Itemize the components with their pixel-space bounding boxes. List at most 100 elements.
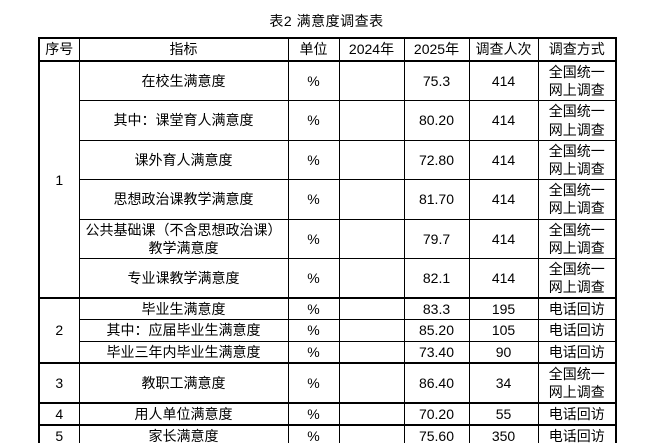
count-cell: 90 bbox=[468, 340, 539, 364]
count-cell: 414 bbox=[468, 139, 539, 181]
method-cell: 电话回访 bbox=[537, 297, 617, 321]
seq-cell: 1 bbox=[38, 60, 80, 299]
value-2025-cell: 70.20 bbox=[403, 402, 470, 426]
value-2025-cell: 79.7 bbox=[403, 218, 470, 259]
unit-cell: % bbox=[287, 424, 340, 443]
table-row: 其中：课堂育人满意度% 80.20 414 全国统一 网上调查 bbox=[39, 100, 617, 141]
value-2024-cell bbox=[338, 297, 405, 321]
value-2024-cell bbox=[338, 424, 405, 443]
value-2024-cell bbox=[338, 402, 405, 426]
unit-cell: % bbox=[287, 139, 340, 181]
value-2024-cell bbox=[338, 100, 405, 141]
value-2024-cell bbox=[338, 218, 405, 259]
table-row: 公共基础课（不含思想政治课） 教学满意度% 79.7 414 全国统一 网上调查 bbox=[39, 218, 617, 259]
value-2025-cell: 75.60 bbox=[403, 424, 470, 443]
method-cell: 电话回访 bbox=[537, 319, 617, 342]
unit-cell: % bbox=[287, 340, 340, 364]
col-header-2025: 2025年 bbox=[403, 37, 470, 62]
table-row: 3 教职工满意度% 86.40 34 全国统一 网上调查 bbox=[38, 362, 617, 404]
indicator-cell: 思想政治课教学满意度 bbox=[78, 179, 289, 220]
table-row: 5 家长满意度% 75.60 350 电话回访 bbox=[38, 424, 617, 443]
table-row: 课外育人满意度% 72.80 414 全国统一 网上调查 bbox=[39, 139, 617, 181]
value-2025-cell: 82.1 bbox=[403, 257, 470, 299]
col-header-unit: 单位 bbox=[287, 37, 340, 62]
unit-cell: % bbox=[287, 319, 340, 342]
table-row: 思想政治课教学满意度% 81.70 414 全国统一 网上调查 bbox=[39, 179, 617, 220]
table-row: 4 用人单位满意度% 70.20 55 电话回访 bbox=[38, 402, 617, 426]
value-2025-cell: 80.20 bbox=[403, 100, 470, 141]
unit-cell: % bbox=[287, 100, 340, 141]
value-2025-cell: 83.3 bbox=[403, 297, 470, 321]
indicator-cell: 毕业三年内毕业生满意度 bbox=[78, 340, 289, 364]
seq-cell: 5 bbox=[38, 424, 80, 443]
value-2025-cell: 73.40 bbox=[403, 340, 470, 364]
unit-cell: % bbox=[287, 179, 340, 220]
unit-cell: % bbox=[287, 257, 340, 299]
value-2025-cell: 72.80 bbox=[403, 139, 470, 181]
method-cell: 全国统一 网上调查 bbox=[537, 362, 617, 404]
method-cell: 电话回访 bbox=[537, 340, 617, 364]
seq-cell: 4 bbox=[38, 402, 80, 426]
value-2024-cell bbox=[338, 179, 405, 220]
unit-cell: % bbox=[287, 297, 340, 321]
table-row: 其中：应届毕业生满意度% 85.20 105 电话回访 bbox=[39, 319, 617, 342]
indicator-cell: 课外育人满意度 bbox=[78, 139, 289, 181]
count-cell: 414 bbox=[468, 218, 539, 259]
indicator-cell: 其中：课堂育人满意度 bbox=[78, 100, 289, 141]
method-cell: 全国统一 网上调查 bbox=[537, 60, 617, 102]
table-row: 毕业三年内毕业生满意度% 73.40 90 电话回访 bbox=[39, 340, 617, 364]
col-header-indicator: 指标 bbox=[78, 37, 289, 62]
method-cell: 全国统一 网上调查 bbox=[537, 218, 617, 259]
count-cell: 350 bbox=[468, 424, 539, 443]
value-2024-cell bbox=[338, 340, 405, 364]
unit-cell: % bbox=[287, 362, 340, 404]
count-cell: 414 bbox=[468, 179, 539, 220]
method-cell: 全国统一 网上调查 bbox=[537, 139, 617, 181]
method-cell: 电话回访 bbox=[537, 402, 617, 426]
value-2025-cell: 81.70 bbox=[403, 179, 470, 220]
seq-cell: 2 bbox=[38, 297, 80, 364]
method-cell: 全国统一 网上调查 bbox=[537, 179, 617, 220]
col-header-method: 调查方式 bbox=[537, 37, 617, 62]
table-row: 2 毕业生满意度% 83.3 195 电话回访 bbox=[38, 297, 617, 364]
value-2025-cell: 85.20 bbox=[403, 319, 470, 342]
value-2024-cell bbox=[338, 362, 405, 404]
indicator-cell: 教职工满意度 bbox=[78, 362, 289, 404]
table-row: 专业课教学满意度% 82.1 414 全国统一 网上调查 bbox=[39, 257, 617, 299]
value-2024-cell bbox=[338, 319, 405, 342]
count-cell: 195 bbox=[468, 297, 539, 321]
value-2025-cell: 75.3 bbox=[403, 60, 470, 102]
col-header-2024: 2024年 bbox=[338, 37, 405, 62]
value-2025-cell: 86.40 bbox=[403, 362, 470, 404]
indicator-cell: 家长满意度 bbox=[78, 424, 289, 443]
value-2024-cell bbox=[338, 139, 405, 181]
unit-cell: % bbox=[287, 402, 340, 426]
indicator-cell: 公共基础课（不含思想政治课） 教学满意度 bbox=[78, 218, 289, 259]
col-header-seq: 序号 bbox=[38, 37, 80, 62]
indicator-cell: 其中：应届毕业生满意度 bbox=[78, 319, 289, 342]
unit-cell: % bbox=[287, 218, 340, 259]
indicator-cell: 毕业生满意度 bbox=[78, 297, 289, 321]
seq-cell: 3 bbox=[38, 362, 80, 404]
count-cell: 414 bbox=[468, 257, 539, 299]
indicator-cell: 用人单位满意度 bbox=[78, 402, 289, 426]
header-row: 序号 指标 单位 2024年 2025年 调查人次 调查方式 bbox=[38, 37, 617, 62]
value-2024-cell bbox=[338, 60, 405, 102]
count-cell: 414 bbox=[468, 100, 539, 141]
method-cell: 电话回访 bbox=[537, 424, 617, 443]
indicator-cell: 在校生满意度 bbox=[78, 60, 289, 102]
count-cell: 414 bbox=[468, 60, 539, 102]
indicator-cell: 专业课教学满意度 bbox=[78, 257, 289, 299]
table-row: 1 在校生满意度% 75.3 414 全国统一 网上调查 bbox=[38, 60, 617, 299]
col-header-count: 调查人次 bbox=[468, 37, 539, 62]
method-cell: 全国统一 网上调查 bbox=[537, 100, 617, 141]
method-cell: 全国统一 网上调查 bbox=[537, 257, 617, 299]
satisfaction-survey-table: 序号 指标 单位 2024年 2025年 调查人次 调查方式 1 在校生满意度% 7… bbox=[38, 37, 617, 443]
table-title: 表2 满意度调查表 bbox=[269, 13, 384, 29]
unit-cell: % bbox=[287, 60, 340, 102]
value-2024-cell bbox=[338, 257, 405, 299]
count-cell: 105 bbox=[468, 319, 539, 342]
count-cell: 55 bbox=[468, 402, 539, 426]
count-cell: 34 bbox=[468, 362, 539, 404]
